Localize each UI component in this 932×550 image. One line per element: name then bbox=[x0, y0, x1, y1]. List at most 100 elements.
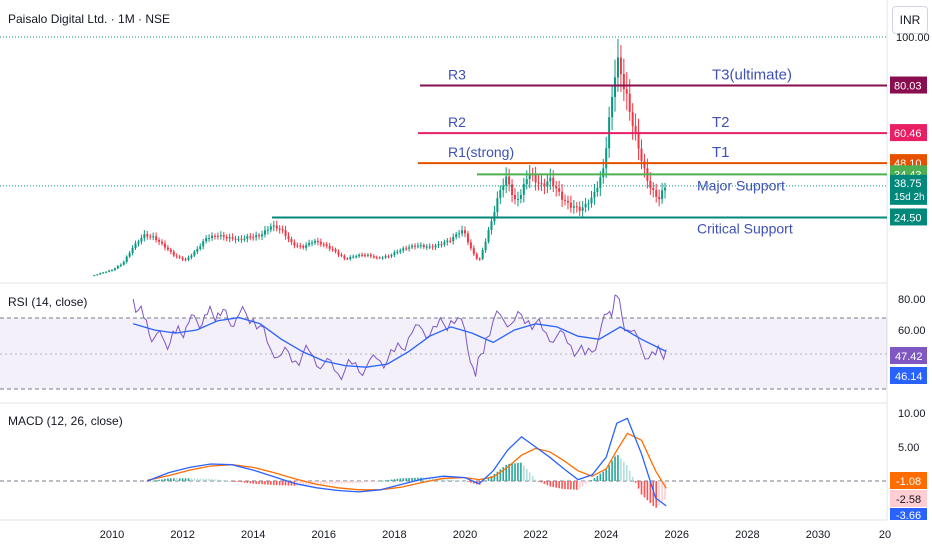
candle-body bbox=[584, 203, 587, 208]
time-tick-2026: 2026 bbox=[665, 529, 689, 541]
macd-histogram-bar bbox=[217, 479, 219, 481]
macd-histogram-bar bbox=[534, 479, 537, 481]
candle-body bbox=[625, 89, 628, 94]
candle-body bbox=[446, 240, 449, 243]
candle-body bbox=[178, 256, 181, 258]
candle-body bbox=[172, 251, 175, 256]
macd-histogram-bar bbox=[649, 481, 652, 504]
candle-body bbox=[587, 203, 590, 205]
candle-body bbox=[522, 184, 525, 195]
macd-histogram-bar bbox=[525, 469, 528, 481]
candle-body bbox=[102, 272, 105, 274]
candle-body bbox=[219, 235, 222, 237]
candle-body bbox=[290, 239, 293, 243]
candle-body bbox=[425, 246, 428, 248]
candle-body bbox=[149, 236, 152, 238]
candle-body bbox=[399, 250, 402, 252]
countdown-text: 15d 2h bbox=[894, 192, 925, 203]
level-label-0: R3 bbox=[448, 67, 466, 83]
macd-signal-text: -1.08 bbox=[896, 476, 921, 488]
candle-body bbox=[431, 246, 434, 248]
candle-body bbox=[661, 190, 664, 200]
macd-histogram-bar bbox=[196, 478, 199, 481]
candle-body bbox=[596, 187, 599, 192]
candle-body bbox=[496, 198, 499, 213]
candle-body bbox=[402, 248, 405, 251]
macd-histogram-bar bbox=[611, 460, 613, 481]
macd-histogram-bar bbox=[340, 481, 343, 484]
candle-body bbox=[281, 229, 284, 231]
candle-body bbox=[358, 254, 361, 257]
macd-histogram-bar bbox=[661, 481, 663, 503]
candle-body bbox=[334, 249, 337, 252]
candle-body bbox=[590, 197, 593, 204]
candle-body bbox=[472, 248, 475, 255]
macd-histogram-bar bbox=[358, 481, 360, 484]
time-tick-20: 20 bbox=[879, 529, 891, 541]
time-tick-2020: 2020 bbox=[453, 529, 477, 541]
candle-body bbox=[372, 256, 375, 258]
macd-histogram-bar bbox=[561, 481, 563, 489]
macd-histogram-bar bbox=[487, 478, 490, 481]
macd-histogram-bar bbox=[164, 478, 166, 481]
macd-histogram-bar bbox=[549, 481, 552, 487]
time-tick-2022: 2022 bbox=[523, 529, 547, 541]
macd-histogram-bar bbox=[511, 463, 513, 481]
macd-histogram-bar bbox=[464, 481, 466, 482]
candle-body bbox=[449, 240, 452, 242]
macd-histogram-bar bbox=[393, 479, 396, 481]
candle-body bbox=[316, 241, 319, 243]
macd-histogram-bar bbox=[567, 481, 569, 490]
candle-body bbox=[340, 254, 343, 256]
candle-body bbox=[163, 243, 166, 248]
candle-body bbox=[261, 234, 264, 237]
last-price-tag bbox=[890, 174, 927, 205]
candle-body bbox=[361, 254, 364, 256]
macd-histogram-bar bbox=[370, 481, 372, 482]
candle-body bbox=[116, 266, 119, 269]
candle-body bbox=[487, 230, 490, 242]
candle-body bbox=[484, 241, 487, 251]
candle-body bbox=[534, 174, 537, 183]
candle-body bbox=[572, 206, 575, 208]
macd-histogram-bar bbox=[655, 481, 658, 508]
candle-body bbox=[440, 244, 443, 246]
rsi-value-text: 47.42 bbox=[895, 351, 923, 363]
macd-histogram-bar bbox=[543, 481, 546, 484]
macd-histogram-bar bbox=[155, 480, 157, 482]
macd-histogram-bar bbox=[220, 479, 222, 481]
candle-body bbox=[196, 248, 199, 252]
candle-body bbox=[396, 251, 399, 253]
candle-body bbox=[561, 191, 564, 200]
macd-histogram-bar bbox=[431, 478, 434, 481]
macd-histogram-bar bbox=[225, 480, 228, 482]
macd-histogram-bar bbox=[552, 481, 555, 488]
candle-body bbox=[343, 255, 346, 259]
macd-histogram-bar bbox=[296, 481, 299, 486]
macd-histogram-bar bbox=[546, 481, 549, 486]
macd-histogram-bar bbox=[590, 480, 593, 481]
candle-body bbox=[187, 257, 190, 260]
macd-histogram-bar bbox=[558, 481, 560, 489]
macd-histogram-bar bbox=[408, 478, 410, 481]
candle-body bbox=[119, 264, 122, 267]
macd-histogram-bar bbox=[490, 476, 493, 481]
currency-button[interactable]: INR bbox=[892, 6, 928, 34]
candle-body bbox=[393, 252, 396, 255]
macd-histogram-bar bbox=[190, 478, 193, 481]
candle-body bbox=[190, 255, 193, 258]
candle-body bbox=[514, 195, 517, 200]
candle-body bbox=[381, 257, 384, 259]
candle-body bbox=[602, 168, 605, 178]
macd-histogram-bar bbox=[523, 465, 525, 481]
macd-histogram-bar bbox=[323, 481, 325, 485]
macd-histogram-bar bbox=[458, 480, 460, 482]
macd-histogram-bar bbox=[349, 481, 352, 484]
candle-body bbox=[158, 240, 161, 242]
macd-histogram-bar bbox=[252, 481, 254, 484]
candle-body bbox=[131, 248, 134, 253]
macd-histogram-bar bbox=[623, 461, 625, 481]
candle-body bbox=[581, 207, 584, 211]
level-label-4: Critical Support bbox=[697, 220, 793, 236]
candle-body bbox=[519, 194, 522, 199]
